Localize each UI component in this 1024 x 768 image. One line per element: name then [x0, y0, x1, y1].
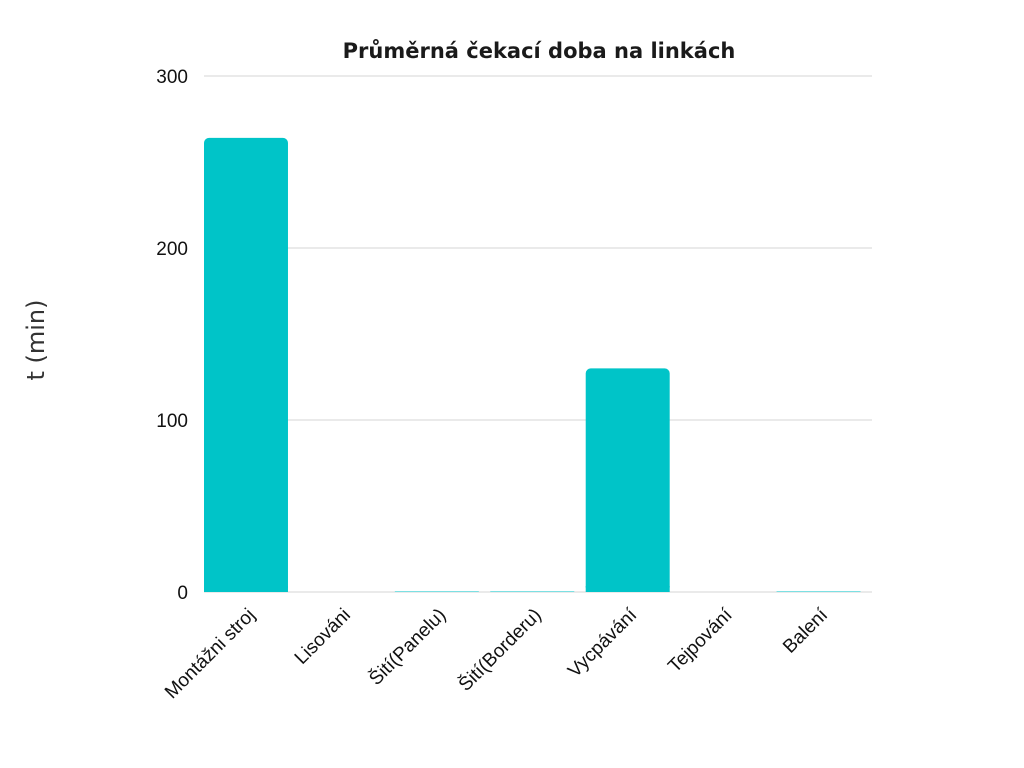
x-tick-label: Lisováni	[291, 605, 355, 669]
y-tick-label: 0	[177, 583, 188, 604]
y-tick-label: 300	[156, 67, 188, 88]
y-axis-label: t (min)	[22, 299, 50, 380]
x-tick-label: Tejpování	[664, 604, 737, 677]
bar-base	[585, 586, 670, 592]
y-tick-label: 100	[156, 411, 188, 432]
bar	[394, 591, 479, 592]
x-axis-ticks: Montážni stroj Lisováni Šití(Panelu) Šití(B…	[161, 604, 833, 703]
bars	[204, 137, 861, 593]
y-tick-label: 200	[156, 239, 188, 260]
x-tick-label: Šití(Borderu)	[454, 604, 546, 696]
x-tick-label: Šití(Panelu)	[365, 604, 451, 690]
bar	[776, 591, 861, 592]
chart-title: Průměrná čekací doba na linkách	[343, 39, 736, 63]
x-tick-label: Vycpávání	[564, 604, 642, 682]
x-tick-label: Montážni stroj	[161, 605, 259, 703]
bar-base	[204, 586, 288, 592]
bar	[585, 368, 670, 592]
x-tick-label: Balení	[779, 604, 832, 657]
bar	[490, 591, 575, 592]
y-axis-ticks: 0 100 200 300	[156, 67, 188, 604]
gridlines	[204, 75, 872, 593]
bar	[204, 137, 288, 593]
